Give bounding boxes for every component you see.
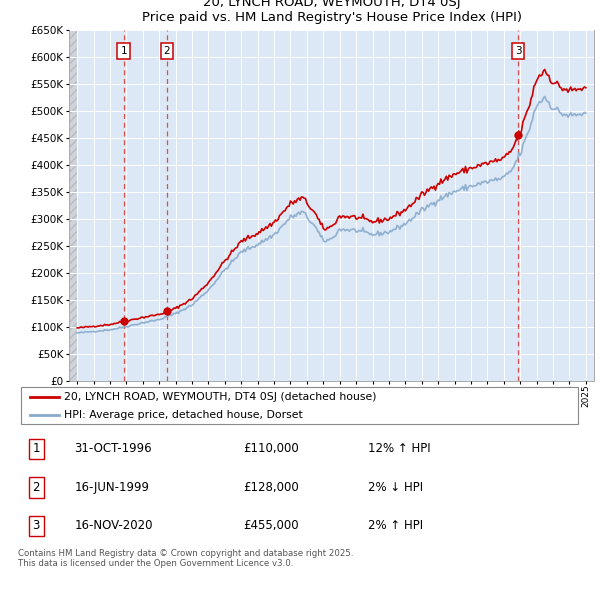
Text: 16-NOV-2020: 16-NOV-2020 bbox=[74, 519, 153, 532]
Text: HPI: Average price, detached house, Dorset: HPI: Average price, detached house, Dors… bbox=[64, 410, 303, 420]
Text: 2: 2 bbox=[163, 46, 170, 56]
Text: 2% ↑ HPI: 2% ↑ HPI bbox=[368, 519, 423, 532]
Text: 3: 3 bbox=[515, 46, 521, 56]
Text: 2% ↓ HPI: 2% ↓ HPI bbox=[368, 481, 423, 494]
Text: £455,000: £455,000 bbox=[244, 519, 299, 532]
Text: £128,000: £128,000 bbox=[244, 481, 299, 494]
Title: 20, LYNCH ROAD, WEYMOUTH, DT4 0SJ
Price paid vs. HM Land Registry's House Price : 20, LYNCH ROAD, WEYMOUTH, DT4 0SJ Price … bbox=[142, 0, 521, 24]
Text: 12% ↑ HPI: 12% ↑ HPI bbox=[368, 442, 430, 455]
Text: 20, LYNCH ROAD, WEYMOUTH, DT4 0SJ (detached house): 20, LYNCH ROAD, WEYMOUTH, DT4 0SJ (detac… bbox=[64, 392, 377, 402]
Bar bbox=[69, 30, 77, 381]
Text: Contains HM Land Registry data © Crown copyright and database right 2025.
This d: Contains HM Land Registry data © Crown c… bbox=[18, 549, 353, 568]
Text: 1: 1 bbox=[121, 46, 127, 56]
Text: 16-JUN-1999: 16-JUN-1999 bbox=[74, 481, 149, 494]
FancyBboxPatch shape bbox=[21, 388, 578, 424]
Text: 1: 1 bbox=[32, 442, 40, 455]
Text: 3: 3 bbox=[32, 519, 40, 532]
Text: 31-OCT-1996: 31-OCT-1996 bbox=[74, 442, 152, 455]
Text: 2: 2 bbox=[32, 481, 40, 494]
Text: £110,000: £110,000 bbox=[244, 442, 299, 455]
